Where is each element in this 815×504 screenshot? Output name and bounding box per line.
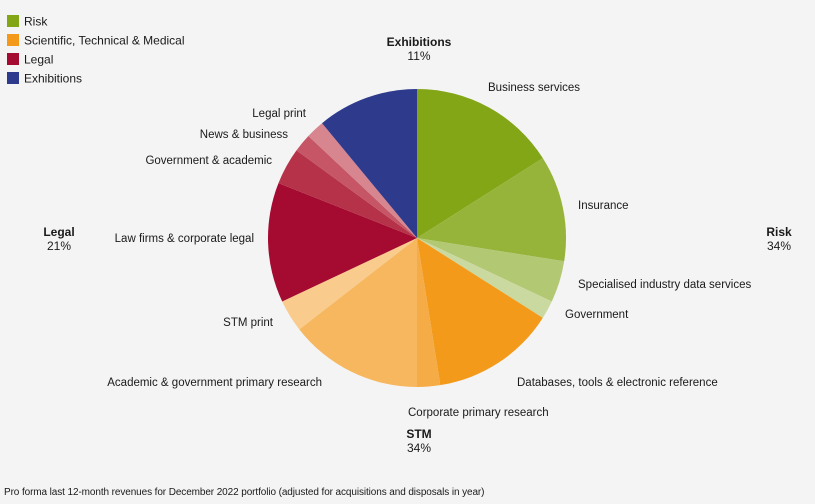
slice-label: Databases, tools & electronic reference [517, 377, 718, 389]
group-name: Risk [766, 225, 792, 239]
slice-label: News & business [200, 129, 288, 141]
legend-swatch [7, 72, 19, 84]
pie-slice [308, 123, 417, 238]
slice-label: Corporate primary research [408, 407, 549, 419]
slice-label: Government [565, 309, 629, 321]
legend-swatch [7, 15, 19, 27]
pie-slice [296, 136, 417, 238]
pie-slice [278, 150, 417, 238]
legend-swatch [7, 53, 19, 65]
group-percentage: 34% [407, 441, 431, 455]
slice-label: STM print [223, 317, 274, 329]
pie-slice [417, 238, 441, 387]
pie-slice [417, 238, 565, 302]
slice-label: Law firms & corporate legal [115, 233, 254, 245]
legend-label: Legal [24, 53, 53, 67]
pie-slice [417, 238, 543, 386]
group-name: Exhibitions [387, 35, 452, 49]
slice-label: Government & academic [145, 155, 272, 167]
pie-slices [267, 89, 567, 387]
pie-slice [417, 238, 552, 318]
group-percentage: 34% [767, 239, 791, 253]
legend-label: Exhibitions [24, 72, 82, 86]
legend-swatch [7, 34, 19, 46]
pie-slice [322, 89, 417, 238]
group-name: STM [406, 427, 431, 441]
legend-label: Risk [24, 15, 48, 29]
group-percentage: 11% [407, 49, 430, 63]
chart-legend: Risk Scientific, Technical & Medical Legal… [7, 15, 185, 86]
pie-slice [417, 158, 567, 262]
slice-label: Business services [488, 82, 580, 94]
footnote: Pro forma last 12-month revenues for Dec… [4, 487, 485, 498]
group-percentage: 21% [47, 239, 71, 253]
slice-label: Legal print [252, 108, 307, 120]
pie-slice [299, 238, 417, 387]
pie-slice [267, 183, 417, 302]
group-name: Legal [43, 225, 74, 239]
pie-slice [417, 89, 543, 238]
slice-label: Academic & government primary research [107, 377, 322, 389]
pie-slice [282, 238, 417, 330]
slice-labels: Business services Insurance Specialised in… [107, 82, 751, 419]
legend-label: Scientific, Technical & Medical [24, 34, 185, 48]
slice-label: Insurance [578, 200, 629, 212]
slice-label: Specialised industry data services [578, 279, 751, 291]
